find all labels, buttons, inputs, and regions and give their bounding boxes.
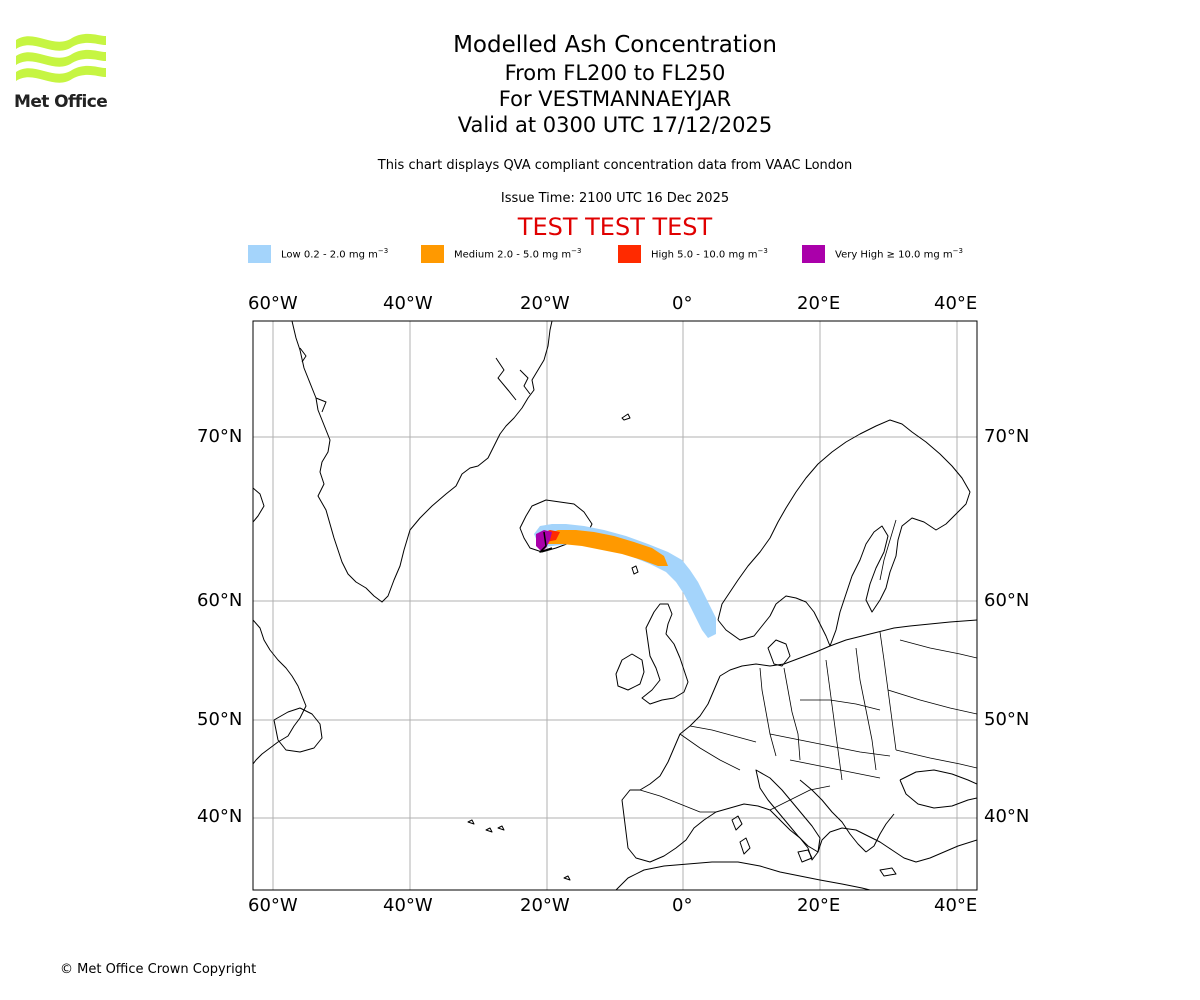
lat-tick-left-50n: 50°N <box>197 709 243 730</box>
greenland-fjords <box>299 347 531 413</box>
italy-coastline <box>755 769 821 853</box>
legend-swatch-medium <box>421 245 444 263</box>
legend-item-very-high: Very High ≥ 10.0 mg m−3 <box>802 244 963 264</box>
lat-tick-right-50n: 50°N <box>984 709 1030 730</box>
lon-tick-top-40e: 40°E <box>934 293 978 314</box>
legend-swatch-high <box>618 245 641 263</box>
legend-swatch-very-high <box>802 245 825 263</box>
issue-time: Issue Time: 2100 UTC 16 Dec 2025 <box>500 191 730 206</box>
black-sea-coastline <box>899 769 977 809</box>
lat-tick-right-60n: 60°N <box>984 590 1030 611</box>
legend-item-medium: Medium 2.0 - 5.0 mg m−3 <box>421 244 581 264</box>
lat-tick-left-60n: 60°N <box>197 590 243 611</box>
lon-tick-top-20e: 20°E <box>797 293 841 314</box>
copyright-notice: © Met Office Crown Copyright <box>60 962 257 977</box>
lat-tick-right-70n: 70°N <box>984 426 1030 447</box>
scandinavia-coastline <box>717 419 971 647</box>
baffin-coastline <box>253 487 265 523</box>
valid-time: Valid at 0300 UTC 17/12/2025 <box>457 113 773 137</box>
lon-tick-bottom-40e: 40°E <box>934 895 978 916</box>
gulf-of-bothnia-coastline <box>829 525 889 647</box>
lat-tick-left-70n: 70°N <box>197 426 243 447</box>
ireland-coastline <box>615 653 645 691</box>
map-background <box>253 321 977 890</box>
jan-mayen <box>621 413 631 421</box>
lon-tick-bottom-60w: 60°W <box>248 895 298 916</box>
lon-tick-bottom-0: 0° <box>672 895 693 916</box>
chart-title: Modelled Ash Concentration <box>453 32 777 58</box>
test-banner: TEST TEST TEST <box>517 213 713 241</box>
legend-label-medium: Medium 2.0 - 5.0 mg m <box>454 249 572 261</box>
legend-item-high: High 5.0 - 10.0 mg m−3 <box>618 244 768 264</box>
logo-wordmark: Met Office <box>14 92 108 112</box>
atlantic-islands <box>467 819 571 881</box>
legend-label-very-high: Very High ≥ 10.0 mg m <box>835 249 953 261</box>
volcano-marker <box>539 531 553 553</box>
lon-tick-bottom-40w: 40°W <box>383 895 433 916</box>
lon-tick-bottom-20w: 20°W <box>520 895 570 916</box>
flight-level-range: From FL200 to FL250 <box>504 61 726 85</box>
chart-title-block: Modelled Ash Concentration From FL200 to… <box>315 30 915 138</box>
legend-label-high: High 5.0 - 10.0 mg m <box>651 249 758 261</box>
labrador-coastline <box>253 619 307 765</box>
balkans-coastline <box>799 779 895 853</box>
lon-tick-top-60w: 60°W <box>248 293 298 314</box>
lon-tick-top-40w: 40°W <box>383 293 433 314</box>
map-graticule <box>253 321 977 890</box>
faroe-islands <box>631 565 639 575</box>
legend-swatch-low <box>248 245 271 263</box>
lon-tick-top-0: 0° <box>672 293 693 314</box>
newfoundland-coastline <box>273 707 323 753</box>
north-africa-coastline <box>615 861 871 890</box>
met-office-logo: Met Office <box>14 30 110 114</box>
legend-label-low: Low 0.2 - 2.0 mg m <box>281 249 378 261</box>
greenland-coastline <box>291 321 553 603</box>
concentration-legend: Low 0.2 - 2.0 mg m−3 Medium 2.0 - 5.0 mg… <box>0 244 1200 264</box>
mediterranean-islands <box>731 815 897 877</box>
ash-plume-very-high <box>536 530 552 552</box>
ash-plume-medium <box>544 530 668 566</box>
lon-tick-bottom-20e: 20°E <box>797 895 841 916</box>
great-britain-coastline <box>641 603 689 705</box>
lon-tick-top-20w: 20°W <box>520 293 570 314</box>
denmark-coastline <box>767 639 791 667</box>
volcano-name: For VESTMANNAEYJAR <box>498 87 732 111</box>
map-frame <box>252 320 978 891</box>
lat-tick-left-40n: 40°N <box>197 806 243 827</box>
country-borders <box>639 519 977 813</box>
met-office-waves-icon <box>16 33 106 83</box>
legend-item-low: Low 0.2 - 2.0 mg m−3 <box>248 244 388 264</box>
lat-tick-right-40n: 40°N <box>984 806 1030 827</box>
chart-description: This chart displays QVA compliant concen… <box>377 158 853 173</box>
